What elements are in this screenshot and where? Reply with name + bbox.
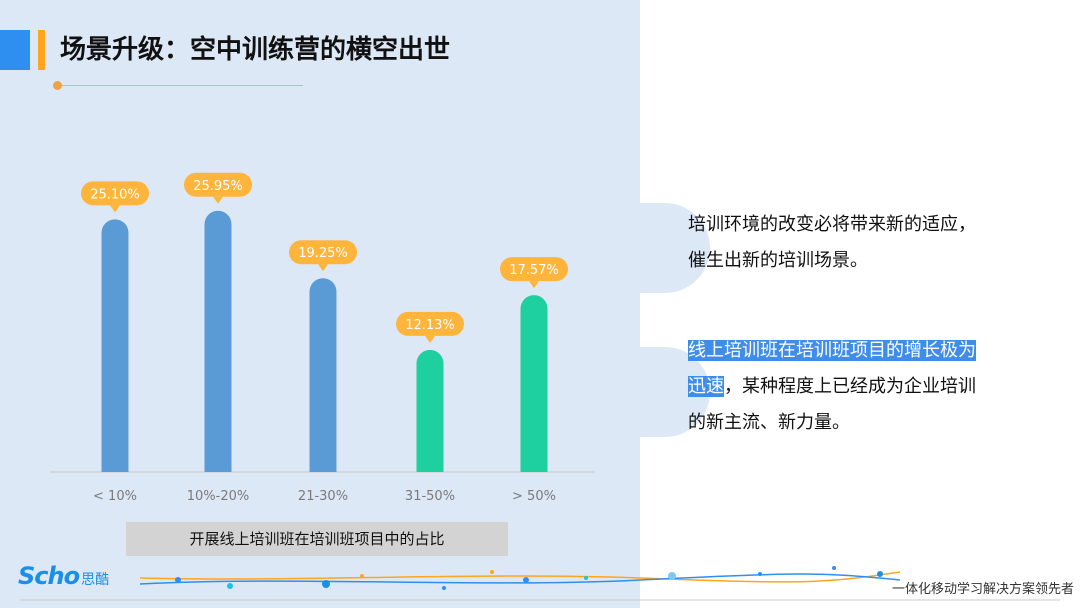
bar-label-text-2: 19.25% bbox=[298, 246, 348, 261]
text1-line1: 培训环境的改变必将带来新的适应， bbox=[688, 214, 976, 235]
title-accent-blue bbox=[0, 30, 30, 70]
chart-caption: 开展线上培训班在培训班项目中的占比 bbox=[126, 522, 508, 556]
text2-highlight-2: 迅速 bbox=[688, 376, 724, 397]
bar-0 bbox=[101, 219, 129, 472]
page-title: 场景升级：空中训练营的横空出世 bbox=[60, 35, 451, 65]
logo-cn-text: 思酷 bbox=[81, 572, 110, 588]
title-underline-dot bbox=[53, 81, 62, 90]
bar-label-1: 25.95% bbox=[184, 172, 252, 204]
category-label-4: > 50% bbox=[512, 489, 556, 504]
logo-scho-text: Scho bbox=[18, 562, 80, 590]
bar-label-2: 19.25% bbox=[289, 240, 357, 272]
bar-label-text-0: 25.10% bbox=[90, 187, 140, 202]
text2-line3: 的新主流、新力量。 bbox=[688, 412, 850, 433]
footer-slogan: 一体化移动学习解决方案领先者 bbox=[892, 582, 1075, 597]
bar-3 bbox=[416, 349, 444, 472]
brand-logo: Scho 思酷 bbox=[18, 562, 109, 592]
footer-wave-decor bbox=[20, 566, 1060, 601]
bar-label-0: 25.10% bbox=[81, 181, 149, 213]
text2-line2-rest: ，某种程度上已经成为企业培训 bbox=[724, 376, 976, 397]
text2-line1: 线上培训班在培训班项目的增长极为 bbox=[688, 333, 976, 369]
bar-label-text-4: 17.57% bbox=[509, 263, 559, 278]
bar-label-text-1: 25.95% bbox=[193, 179, 243, 194]
text-block-environment: 培训环境的改变必将带来新的适应， 催生出新的培训场景。 bbox=[688, 207, 976, 279]
decor-bump-top bbox=[640, 203, 710, 293]
bar-chart: 25.10% < 10% 25.95% 10%-20% 19.25% 21-30% 12.1… bbox=[40, 120, 620, 520]
title-accent-orange bbox=[38, 30, 45, 70]
bar-label-text-3: 12.13% bbox=[405, 318, 455, 333]
bar-label-3: 12.13% bbox=[396, 311, 464, 343]
bar-4 bbox=[520, 295, 548, 472]
category-label-0: < 10% bbox=[93, 489, 137, 504]
bar-2 bbox=[309, 278, 337, 472]
bar-1 bbox=[204, 210, 232, 472]
right-panel bbox=[640, 0, 1080, 608]
category-label-2: 21-30% bbox=[298, 489, 348, 504]
text2-highlight-1: 线上培训班在培训班项目的增长极为 bbox=[688, 340, 976, 361]
bar-chart-svg: 25.10% < 10% 25.95% 10%-20% 19.25% 21-30% 12.1… bbox=[50, 172, 595, 504]
text-block-online-training: 线上培训班在培训班项目的增长极为 迅速，某种程度上已经成为企业培训 的新主流、新… bbox=[688, 333, 976, 441]
bar-label-4: 17.57% bbox=[500, 257, 568, 289]
footer bbox=[0, 560, 1080, 608]
text1-line2: 催生出新的培训场景。 bbox=[688, 250, 868, 271]
text2-line2: 迅速，某种程度上已经成为企业培训 bbox=[688, 369, 976, 405]
category-label-3: 31-50% bbox=[405, 489, 455, 504]
category-label-1: 10%-20% bbox=[187, 489, 249, 504]
title-underline bbox=[58, 85, 303, 86]
